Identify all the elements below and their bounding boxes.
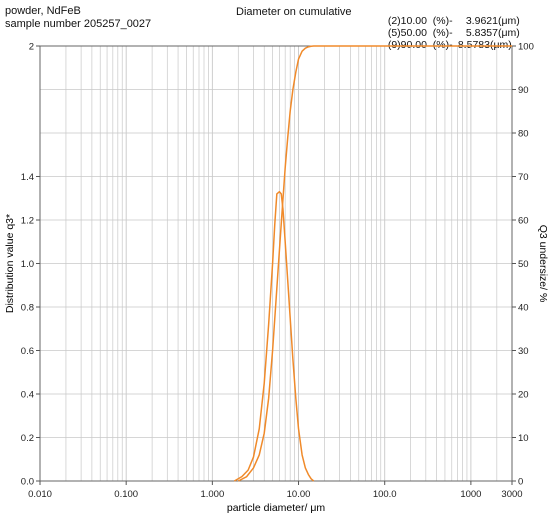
y-right-tick-label: 50 [518, 259, 529, 270]
diameter-row-label: (5)50.00 (%)- [387, 27, 453, 39]
x-tick-label: 1000 [460, 489, 481, 500]
y-axis-right-label: Q3 undersize/ % [537, 225, 549, 303]
y-right-tick-label: 100 [518, 42, 534, 53]
y-left-tick-label: 1.2 [21, 216, 34, 227]
x-tick-label: 0.100 [114, 489, 138, 500]
x-tick-label: 3000 [501, 489, 522, 500]
x-tick-label: 10.00 [287, 489, 311, 500]
diameter-title: Diameter on cumulative [236, 6, 352, 18]
y-right-tick-label: 70 [518, 172, 529, 183]
axis-ticks: 0.010 0.100 1.000 10.00 100.0 1000 30000.00.20… [21, 42, 534, 501]
y-right-tick-label: 20 [518, 390, 529, 401]
y-left-tick-label: 1.0 [21, 259, 34, 270]
y-right-tick-label: 0 [518, 477, 523, 488]
material-label: powder, NdFeB [5, 5, 81, 17]
y-axis-left-label: Distribution value q3* [4, 214, 16, 313]
y-right-tick-label: 30 [518, 346, 529, 357]
sample-number-label: sample number 205257_0027 [5, 18, 152, 30]
y-left-tick-label: 0.8 [21, 303, 34, 314]
x-tick-label: 0.010 [28, 489, 52, 500]
y-right-tick-label: 80 [518, 129, 529, 140]
diameter-row-10: (2)10.00 (%)- 3.9621(μm) [382, 3, 520, 27]
y-left-tick-label: 0.4 [21, 390, 34, 401]
y-left-tick-label: 0.2 [21, 433, 34, 444]
diameter-row-90: (9)90.00 (%)- 8.5783(μm) [382, 27, 512, 51]
series [233, 45, 512, 482]
x-tick-label: 100.0 [373, 489, 397, 500]
y-left-tick-label: 0.6 [21, 346, 34, 357]
grid [39, 46, 513, 481]
diameter-row-50: (5)50.00 (%)- 5.8357(μm) [382, 15, 520, 39]
diameter-row-value: 3.9621(μm) [465, 15, 520, 27]
x-axis-label: particle diameter/ μm [227, 502, 326, 514]
y-left-tick-label: 2 [29, 42, 34, 53]
x-tick-label: 1.000 [200, 489, 224, 500]
y-right-tick-label: 10 [518, 433, 529, 444]
cumulative-q3-line [237, 45, 512, 482]
diameter-row-label: (2)10.00 (%)- [387, 15, 453, 27]
diameter-row-label: (9)90.00 (%)- [387, 39, 453, 51]
y-left-tick-label: 1.4 [21, 172, 34, 183]
y-left-tick-label: 0.0 [21, 477, 34, 488]
y-right-tick-label: 40 [518, 303, 529, 314]
y-right-tick-label: 60 [518, 216, 529, 227]
y-right-tick-label: 90 [518, 85, 529, 96]
diameter-row-value: 5.8357(μm) [465, 27, 520, 39]
